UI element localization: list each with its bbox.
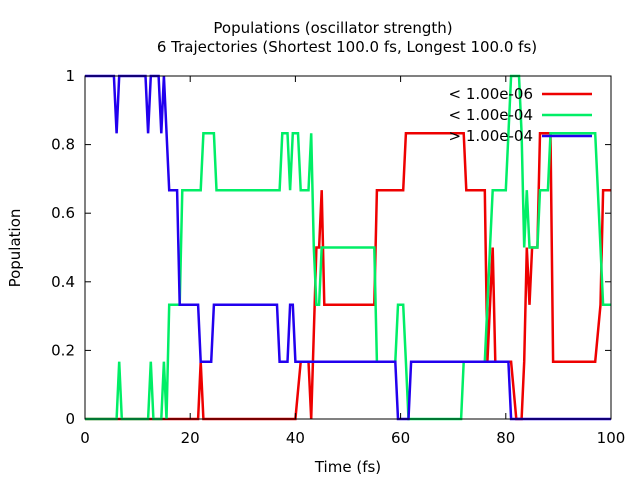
x-tick-label: 40 <box>286 429 305 447</box>
y-tick-label: 1 <box>65 67 75 85</box>
x-tick-label: 80 <box>496 429 515 447</box>
plot-frame <box>84 75 612 420</box>
chart-title: Populations (oscillator strength) <box>213 19 452 37</box>
x-tick-label: 100 <box>597 429 626 447</box>
y-axis: 0 0.2 0.4 0.6 0.8 1 <box>51 67 611 428</box>
legend-label-2: > 1.00e-04 <box>449 127 533 145</box>
x-axis: 0 20 40 60 80 100 <box>80 76 625 447</box>
x-axis-title: Time (fs) <box>314 458 381 476</box>
y-axis-title: Population <box>6 209 24 288</box>
y-tick-label: 0.8 <box>51 136 75 154</box>
x-tick-label: 20 <box>181 429 200 447</box>
y-tick-label: 0.2 <box>51 341 75 359</box>
chart-subtitle: 6 Trajectories (Shortest 100.0 fs, Longe… <box>157 38 537 56</box>
legend-label-0: < 1.00e-06 <box>449 85 533 103</box>
y-tick-label: 0.6 <box>51 204 75 222</box>
x-tick-label: 60 <box>391 429 410 447</box>
y-tick-label: 0 <box>65 410 75 428</box>
x-tick-label: 0 <box>80 429 90 447</box>
y-tick-label: 0.4 <box>51 273 75 291</box>
series-line-0 <box>85 132 611 421</box>
legend: < 1.00e-06 < 1.00e-04 > 1.00e-04 <box>449 85 592 145</box>
legend-label-1: < 1.00e-04 <box>449 106 533 124</box>
series-line-1 <box>85 74 611 421</box>
